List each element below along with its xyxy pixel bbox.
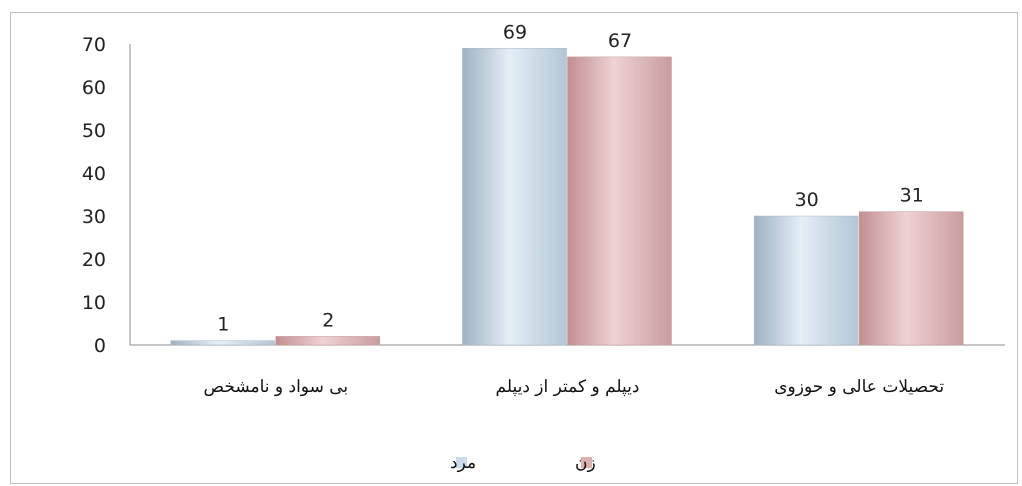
bar-male-0 bbox=[170, 340, 276, 346]
category-label: بی سواد و نامشخص bbox=[204, 377, 349, 397]
category-label: دیپلم و کمتر از دیپلم bbox=[496, 377, 640, 397]
legend: زن مرد bbox=[450, 453, 596, 473]
y-tick-label: 40 bbox=[82, 163, 106, 185]
y-tick-label: 20 bbox=[82, 249, 106, 271]
data-label: 31 bbox=[900, 185, 924, 207]
y-tick-label: 50 bbox=[82, 120, 106, 142]
bar-male-2 bbox=[753, 215, 859, 346]
data-label: 69 bbox=[503, 21, 527, 43]
data-label: 67 bbox=[608, 30, 632, 52]
data-label: 1 bbox=[217, 314, 229, 336]
legend-swatch bbox=[456, 457, 467, 468]
category-labels: بی سواد و نامشخص دیپلم و کمتر از دیپلم تحص… bbox=[204, 377, 945, 397]
data-label: 2 bbox=[322, 309, 334, 331]
category-label: تحصیلات عالی و حوزوی bbox=[774, 377, 944, 397]
bar-female-0 bbox=[275, 336, 381, 346]
legend-swatch bbox=[581, 457, 592, 468]
legend-label: زن bbox=[575, 453, 596, 473]
bar-female-2 bbox=[858, 211, 964, 346]
y-tick-label: 30 bbox=[82, 206, 106, 228]
y-tick-label: 70 bbox=[82, 34, 106, 56]
bar-male-1 bbox=[462, 48, 567, 346]
legend-label: مرد bbox=[450, 453, 476, 473]
y-tick-label: 0 bbox=[94, 335, 106, 357]
data-label: 30 bbox=[795, 189, 819, 211]
y-tick-label: 60 bbox=[82, 77, 106, 99]
bar-female-1 bbox=[567, 56, 672, 346]
y-tick-labels: 0 10 20 30 40 50 60 70 bbox=[82, 34, 106, 357]
y-tick-label: 10 bbox=[82, 292, 106, 314]
data-labels: 1 2 69 67 30 31 bbox=[217, 21, 923, 335]
bars bbox=[170, 48, 964, 346]
